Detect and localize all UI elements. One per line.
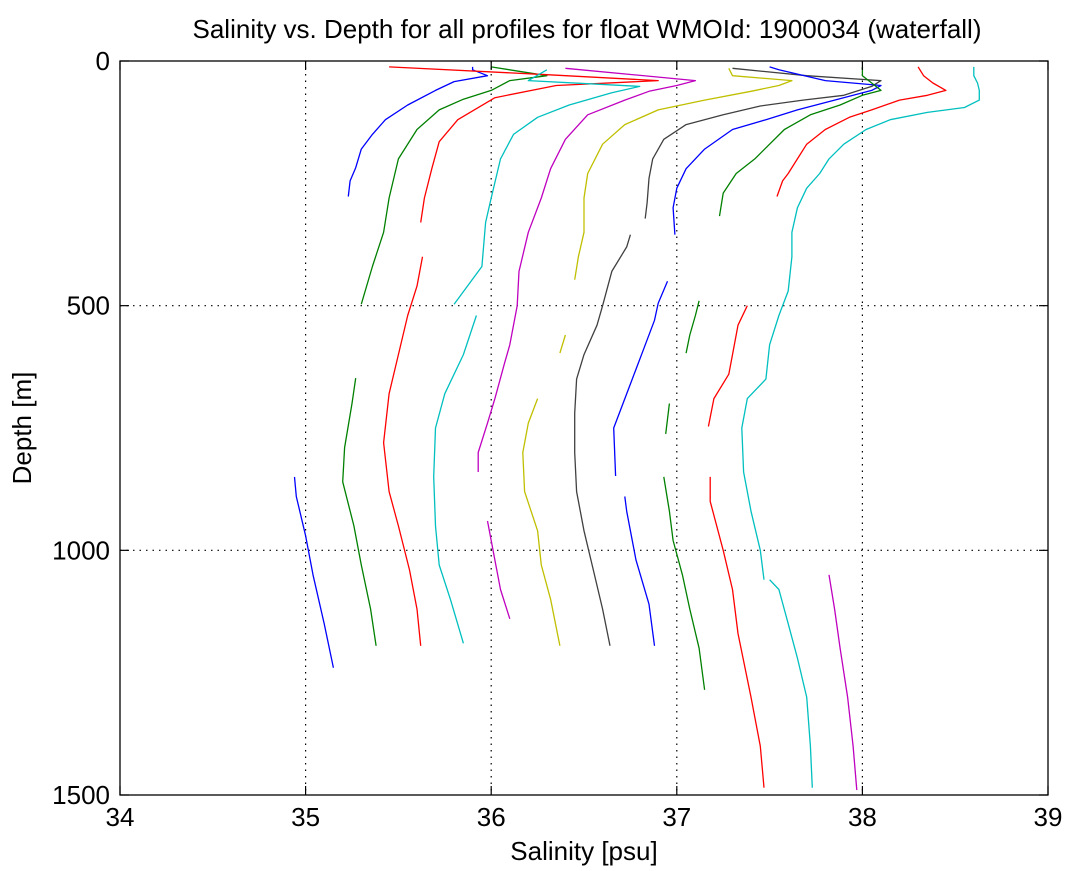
y-tick-label: 500 bbox=[67, 291, 110, 321]
profile-line-24 bbox=[707, 305, 748, 427]
profile-line-7 bbox=[453, 69, 641, 305]
profile-line-14 bbox=[574, 234, 632, 646]
profile-line-20 bbox=[685, 300, 700, 354]
profile-line-17 bbox=[624, 496, 656, 646]
profile-line-19 bbox=[718, 66, 882, 217]
x-tick-label: 36 bbox=[477, 802, 506, 832]
plot-area bbox=[293, 66, 980, 791]
x-tick-label: 34 bbox=[106, 802, 135, 832]
profile-line-26 bbox=[741, 66, 980, 580]
profile-line-6 bbox=[382, 256, 424, 646]
profile-line-21 bbox=[665, 403, 671, 434]
grid-lines bbox=[120, 61, 1048, 795]
profile-line-1 bbox=[347, 66, 489, 197]
profile-line-8 bbox=[433, 315, 478, 644]
axis-ticks: 34 35 36 37 38 39 0 500 1000 1500 bbox=[52, 46, 1062, 832]
profile-line-4 bbox=[342, 378, 377, 646]
chart-title: Salinity vs. Depth for all profiles for … bbox=[193, 14, 982, 44]
x-axis-label: Salinity [psu] bbox=[510, 836, 657, 866]
y-tick-label: 0 bbox=[96, 46, 110, 76]
profile-line-25 bbox=[709, 476, 765, 788]
y-tick-label: 1500 bbox=[52, 780, 110, 810]
profile-line-12 bbox=[559, 334, 567, 354]
profile-line-23 bbox=[776, 66, 947, 197]
profile-line-3 bbox=[360, 66, 548, 305]
profile-line-13 bbox=[522, 398, 561, 646]
profile-line-11 bbox=[574, 68, 793, 280]
x-tick-label: 39 bbox=[1034, 802, 1063, 832]
profile-line-5 bbox=[389, 66, 659, 223]
x-tick-label: 37 bbox=[662, 802, 691, 832]
y-tick-label: 1000 bbox=[52, 535, 110, 565]
profile-line-15 bbox=[644, 67, 882, 219]
x-tick-label: 38 bbox=[848, 802, 877, 832]
profile-line-2 bbox=[293, 476, 335, 668]
profile-line-28 bbox=[828, 574, 858, 791]
plot-frame bbox=[119, 60, 1049, 796]
profile-line-18 bbox=[613, 280, 669, 477]
profile-line-9 bbox=[477, 67, 697, 472]
x-tick-label: 35 bbox=[291, 802, 320, 832]
profile-line-16 bbox=[672, 66, 882, 235]
profile-line-27 bbox=[769, 579, 813, 788]
profile-line-22 bbox=[663, 476, 706, 690]
profile-line-10 bbox=[486, 520, 511, 619]
y-axis-label: Depth [m] bbox=[7, 372, 37, 485]
